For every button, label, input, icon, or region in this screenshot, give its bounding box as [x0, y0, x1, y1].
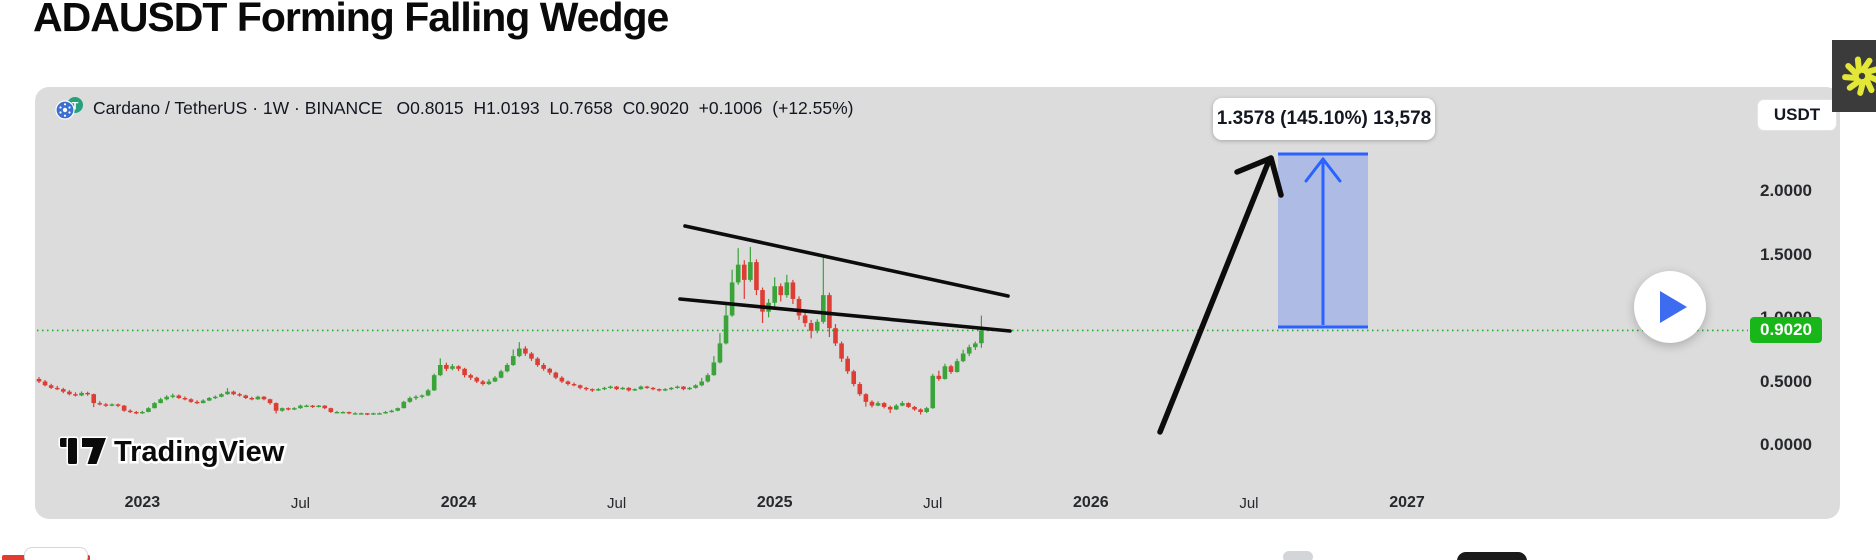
symbol-header[interactable]: T Cardano / TetherUS · 1W · BINANCE O0.8… [55, 96, 854, 120]
time-axis-label: 2025 [756, 494, 793, 511]
time-axis-label: Jul [923, 495, 943, 512]
time-axis-label: 2024 [440, 494, 477, 511]
currency-toggle-chip[interactable]: USDT [1758, 100, 1836, 130]
time-axis-label: 2023 [124, 494, 161, 511]
svg-text:T: T [72, 101, 79, 113]
time-axis-label: Jul [290, 495, 311, 512]
price-axis-label: 0.5000 [1760, 371, 1812, 391]
footer-clipped-black-button[interactable] [1457, 552, 1527, 560]
ohlc-values: O0.8015 H1.0193 L0.7658 C0.9020 +0.1006 … [396, 97, 854, 118]
price-axis-label: 0.0000 [1760, 435, 1812, 454]
pinwheel-icon [1842, 56, 1876, 96]
price-axis-label: 2.0000 [1760, 181, 1812, 200]
tradingview-logo-icon [58, 436, 109, 466]
projection-target-label[interactable]: 1.3578 (145.10%) 13,578 [1213, 98, 1435, 140]
cardano-tether-pair-icon: T [55, 96, 85, 120]
price-axis-label: 1.5000 [1760, 244, 1812, 264]
replay-play-button[interactable] [1634, 271, 1706, 343]
time-axis-label: Jul [607, 495, 627, 512]
play-icon [1660, 291, 1687, 323]
time-axis-label: Jul [1239, 495, 1259, 512]
tradingview-wordmark: TradingView [114, 436, 285, 468]
time-axis-label: 2026 [1073, 494, 1109, 511]
footer-clipped-scroll-handle[interactable] [1283, 551, 1313, 560]
page-title: ADAUSDT Forming Falling Wedge [33, 0, 669, 40]
symbol-name[interactable]: Cardano / TetherUS · 1W · BINANCE [93, 97, 383, 118]
footer-clipped-button[interactable] [24, 547, 88, 560]
tradingview-watermark[interactable]: TradingView [56, 428, 316, 477]
extension-corner-button[interactable] [1832, 40, 1876, 112]
time-axis-label: 2027 [1389, 494, 1425, 511]
last-price-badge: 0.9020 [1750, 317, 1822, 344]
